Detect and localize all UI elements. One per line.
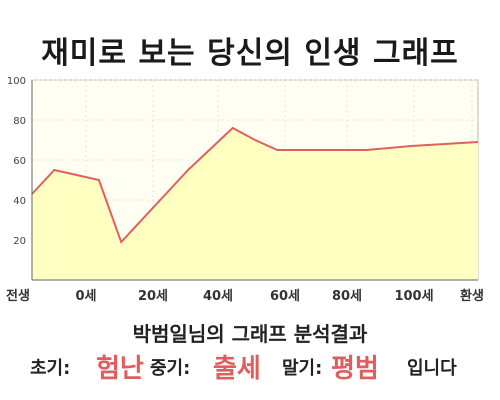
mid-label: 중기: xyxy=(150,358,191,379)
y-tick-labels: 20 40 60 80 100 xyxy=(7,76,26,247)
late-value: 평범 xyxy=(331,354,379,384)
x-tick-label: 20세 xyxy=(138,289,168,304)
y-tick-label: 100 xyxy=(7,76,26,87)
page-title: 재미로 보는 당신의 인생 그래프 xyxy=(41,36,459,71)
early-label: 초기: xyxy=(30,358,71,379)
late-label: 말기: xyxy=(282,358,323,379)
y-tick-label: 60 xyxy=(13,156,26,167)
x-tick-labels: 전생 0세 20세 40세 60세 80세 100세 환생 xyxy=(6,288,484,304)
y-tick-label: 20 xyxy=(13,236,26,247)
area-fill xyxy=(32,128,478,280)
y-tick-label: 80 xyxy=(13,116,26,127)
x-tick-label: 전생 xyxy=(6,288,30,304)
series-line xyxy=(31,126,479,244)
x-tick-label: 80세 xyxy=(332,289,362,304)
x-tick-label: 환생 xyxy=(460,288,484,304)
early-value: 험난 xyxy=(96,354,144,384)
x-tick-label: 100세 xyxy=(394,289,433,304)
mid-value: 출세 xyxy=(213,354,261,384)
result-ending: 입니다 xyxy=(407,358,457,379)
x-tick-label: 60세 xyxy=(270,289,300,304)
result-line: 초기: 험난 중기: 출세 말기: 평범 입니다 xyxy=(0,344,500,384)
x-tick-label: 40세 xyxy=(203,289,233,304)
result-summary: 박범일님의 그래프 분석결과 xyxy=(132,322,368,346)
x-tick-label: 0세 xyxy=(75,289,96,304)
life-chart: 20 40 60 80 100 전생 0세 20세 40세 60세 80세 100세 환생 xyxy=(6,76,484,304)
y-tick-label: 40 xyxy=(13,196,26,207)
